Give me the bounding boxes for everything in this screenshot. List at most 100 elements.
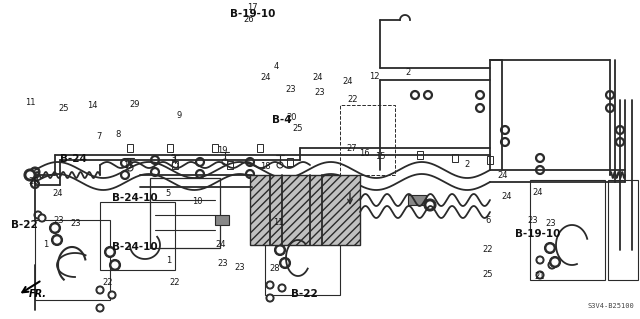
- Circle shape: [246, 158, 255, 167]
- Text: S3V4-B25100: S3V4-B25100: [588, 303, 634, 309]
- Bar: [212, 144, 218, 152]
- Circle shape: [427, 202, 433, 208]
- Bar: [215, 215, 229, 225]
- Circle shape: [195, 169, 205, 179]
- Text: B-24-10: B-24-10: [111, 242, 157, 252]
- Text: 2: 2: [406, 68, 411, 77]
- Text: 28: 28: [270, 264, 280, 273]
- Text: 24: 24: [260, 73, 271, 82]
- Text: 23: 23: [70, 219, 81, 228]
- Circle shape: [38, 214, 46, 222]
- Circle shape: [195, 158, 205, 167]
- Text: 24: 24: [342, 78, 353, 86]
- Text: B-4: B-4: [272, 115, 291, 125]
- Circle shape: [109, 259, 120, 271]
- Circle shape: [538, 258, 542, 262]
- Text: 23: 23: [545, 219, 556, 228]
- Circle shape: [426, 93, 430, 97]
- Circle shape: [616, 125, 625, 135]
- Bar: [487, 156, 493, 164]
- Text: 12: 12: [369, 72, 380, 81]
- Text: 13: 13: [123, 161, 133, 170]
- Circle shape: [49, 222, 61, 234]
- Text: 22: 22: [170, 278, 180, 287]
- Circle shape: [608, 106, 612, 110]
- Circle shape: [33, 182, 37, 186]
- Text: 4: 4: [274, 62, 279, 70]
- Circle shape: [552, 259, 558, 265]
- Bar: [150, 178, 220, 248]
- Text: 24: 24: [532, 188, 543, 197]
- Text: 27: 27: [347, 145, 357, 153]
- Bar: [127, 144, 133, 152]
- Circle shape: [104, 247, 115, 257]
- Circle shape: [548, 261, 556, 269]
- Circle shape: [34, 211, 42, 219]
- Circle shape: [33, 169, 38, 174]
- Text: 6: 6: [486, 216, 491, 225]
- Text: 23: 23: [286, 85, 296, 94]
- Text: 11: 11: [273, 218, 284, 227]
- Circle shape: [536, 153, 545, 162]
- Circle shape: [500, 137, 509, 146]
- Circle shape: [605, 91, 614, 100]
- Circle shape: [413, 93, 417, 97]
- Bar: [172, 161, 178, 169]
- Circle shape: [123, 173, 127, 177]
- Circle shape: [545, 242, 556, 254]
- Circle shape: [618, 128, 622, 132]
- Text: 24: 24: [52, 189, 63, 198]
- Text: 10: 10: [192, 197, 202, 206]
- Circle shape: [280, 286, 284, 290]
- Circle shape: [246, 169, 255, 179]
- Circle shape: [31, 169, 40, 179]
- Text: 19: 19: [218, 146, 228, 155]
- Circle shape: [248, 172, 252, 176]
- Text: 23: 23: [315, 88, 325, 97]
- Text: 23: 23: [218, 259, 228, 268]
- Text: 3: 3: [170, 154, 175, 163]
- Text: 22: 22: [102, 278, 113, 287]
- Circle shape: [33, 172, 37, 176]
- Circle shape: [268, 283, 272, 287]
- Bar: [257, 144, 263, 152]
- Circle shape: [248, 160, 252, 164]
- Bar: [227, 161, 233, 169]
- Circle shape: [278, 284, 286, 292]
- Circle shape: [54, 237, 60, 243]
- Text: B-22: B-22: [11, 220, 38, 230]
- Circle shape: [277, 247, 283, 253]
- Circle shape: [98, 306, 102, 310]
- Text: 2: 2: [465, 160, 470, 169]
- Text: B-19-10: B-19-10: [230, 9, 275, 19]
- Circle shape: [40, 216, 44, 220]
- Circle shape: [266, 294, 274, 302]
- Circle shape: [120, 170, 129, 180]
- Circle shape: [476, 103, 484, 113]
- Bar: [250, 175, 360, 245]
- Circle shape: [608, 93, 612, 97]
- Text: B-19-10: B-19-10: [515, 229, 560, 240]
- Circle shape: [476, 91, 484, 100]
- Text: 25: 25: [483, 271, 493, 279]
- Circle shape: [536, 166, 545, 174]
- Circle shape: [52, 225, 58, 231]
- Circle shape: [550, 256, 561, 268]
- Circle shape: [24, 169, 36, 181]
- Circle shape: [536, 256, 544, 264]
- Bar: [408, 195, 426, 205]
- Circle shape: [98, 288, 102, 292]
- Circle shape: [538, 168, 542, 172]
- Text: 9: 9: [177, 111, 182, 120]
- Circle shape: [110, 293, 114, 297]
- Text: 1: 1: [166, 256, 171, 265]
- Circle shape: [547, 245, 553, 251]
- Circle shape: [550, 263, 554, 267]
- Text: 11: 11: [25, 98, 35, 107]
- Circle shape: [410, 91, 419, 100]
- Bar: [100, 202, 175, 270]
- Circle shape: [123, 161, 127, 165]
- Text: 23: 23: [235, 263, 245, 271]
- Text: B-22: B-22: [291, 289, 317, 299]
- Circle shape: [120, 159, 129, 167]
